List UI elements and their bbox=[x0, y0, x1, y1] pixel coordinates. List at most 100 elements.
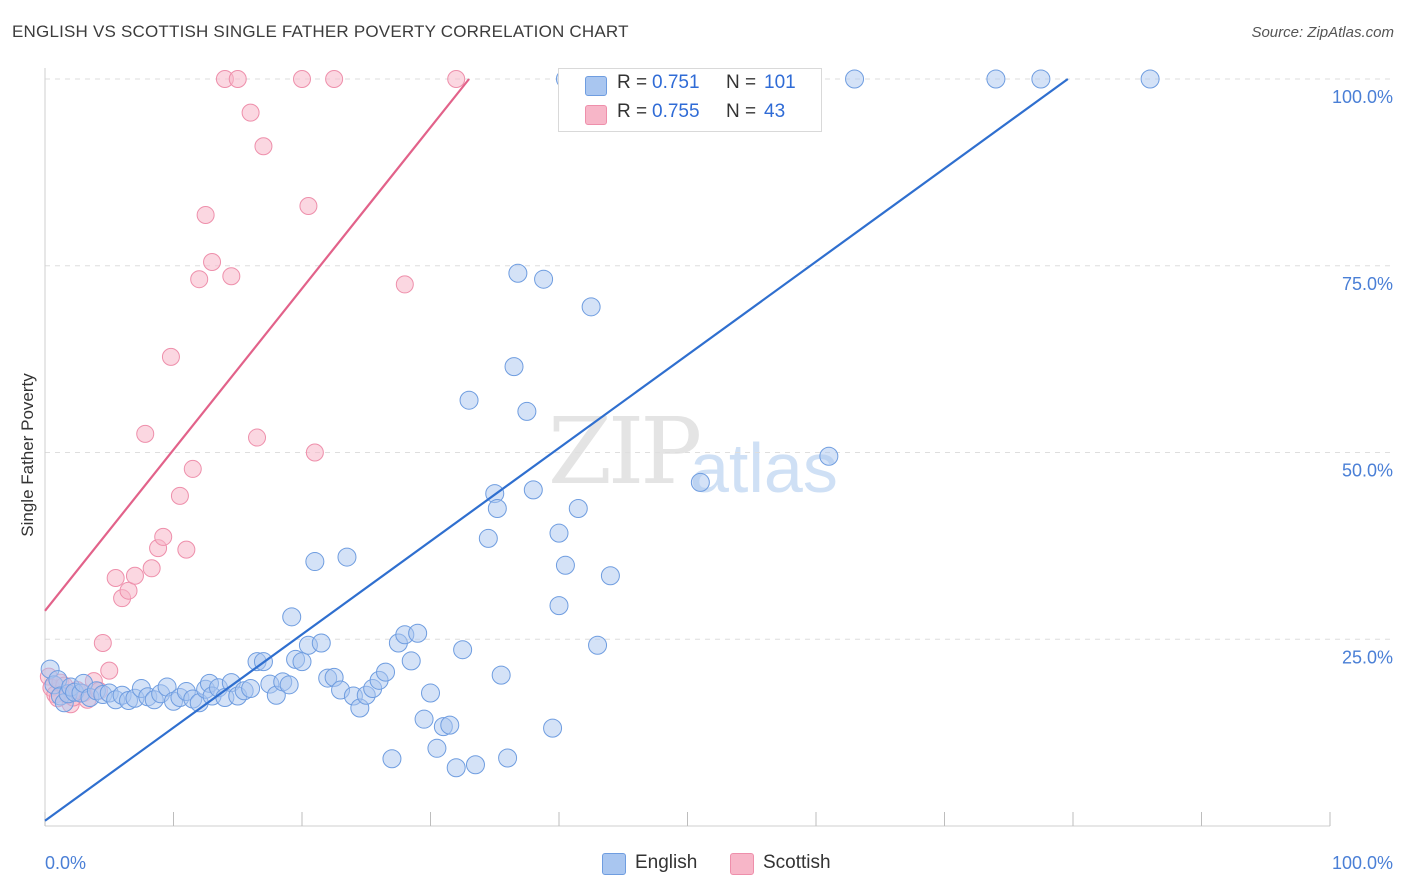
english-point bbox=[376, 662, 396, 682]
english-trend-line bbox=[44, 78, 1069, 822]
scottish-point bbox=[203, 253, 222, 272]
scottish-point bbox=[305, 443, 324, 462]
english-point bbox=[427, 738, 447, 758]
scottish-point bbox=[142, 559, 161, 578]
english-point bbox=[819, 446, 839, 466]
y-tick-label: 75.0% bbox=[1342, 274, 1393, 294]
scottish-points bbox=[39, 70, 466, 714]
scottish-point bbox=[183, 459, 202, 478]
scottish-point bbox=[254, 137, 273, 156]
english-point bbox=[1031, 69, 1051, 89]
scottish-n-value: 43 bbox=[764, 101, 786, 122]
english-point bbox=[311, 633, 331, 653]
english-point bbox=[581, 297, 601, 317]
english-point bbox=[414, 709, 434, 729]
english-swatch bbox=[585, 76, 607, 96]
scottish-point bbox=[125, 566, 144, 585]
english-point bbox=[543, 718, 563, 738]
scottish-point bbox=[93, 633, 112, 652]
english-point bbox=[504, 357, 524, 377]
english-point bbox=[453, 640, 473, 660]
english-point bbox=[508, 263, 528, 283]
english-legend-swatch bbox=[602, 853, 626, 875]
scottish-point bbox=[170, 486, 189, 505]
english-n-value: 101 bbox=[764, 72, 796, 93]
english-point bbox=[523, 480, 543, 500]
scottish-r-value: 0.755 bbox=[652, 101, 700, 122]
trend-lines bbox=[44, 78, 1069, 822]
x-tick-label: 100.0% bbox=[1332, 853, 1393, 873]
scottish-point bbox=[228, 70, 247, 88]
gridlines bbox=[45, 78, 1395, 640]
scottish-point bbox=[447, 70, 466, 88]
scottish-point bbox=[395, 275, 414, 294]
scottish-n-label: N = bbox=[726, 101, 757, 122]
english-point bbox=[568, 499, 588, 519]
scottish-point bbox=[106, 568, 125, 587]
english-point bbox=[986, 69, 1006, 89]
scottish-point bbox=[299, 196, 318, 215]
watermark-zip: ZIP bbox=[548, 398, 702, 505]
scottish-point bbox=[325, 70, 344, 88]
english-n-label: N = bbox=[726, 72, 757, 93]
english-point bbox=[555, 555, 575, 575]
english-r-label: R = bbox=[617, 72, 648, 93]
chart-title: ENGLISH VS SCOTTISH SINGLE FATHER POVERT… bbox=[12, 22, 629, 41]
scottish-point bbox=[241, 103, 260, 122]
scottish-point bbox=[161, 347, 180, 366]
english-point bbox=[305, 552, 325, 572]
english-points bbox=[40, 69, 1160, 778]
axes bbox=[44, 68, 1331, 827]
legend-row-english: R = 0.751 N = 101 bbox=[559, 72, 821, 100]
english-point bbox=[487, 499, 507, 519]
scottish-point bbox=[196, 205, 215, 224]
scottish-swatch bbox=[585, 105, 607, 125]
y-tick-label: 100.0% bbox=[1332, 87, 1393, 107]
english-point bbox=[459, 390, 479, 410]
english-point bbox=[337, 547, 357, 567]
english-point bbox=[382, 749, 402, 769]
english-point bbox=[241, 679, 261, 699]
english-point bbox=[600, 566, 620, 586]
english-point bbox=[690, 472, 710, 492]
scottish-point bbox=[136, 424, 155, 443]
scottish-point bbox=[119, 581, 138, 600]
x-tick-label: 0.0% bbox=[45, 853, 86, 873]
english-point bbox=[421, 683, 440, 703]
scottish-point bbox=[100, 661, 119, 680]
scottish-point bbox=[177, 540, 196, 559]
scottish-legend-label: Scottish bbox=[763, 852, 831, 873]
english-legend-label: English bbox=[635, 852, 698, 873]
english-point bbox=[491, 665, 511, 685]
scottish-point bbox=[248, 428, 267, 447]
english-point bbox=[465, 755, 485, 775]
y-tick-label: 25.0% bbox=[1342, 647, 1393, 667]
y-tick-label: 50.0% bbox=[1342, 461, 1393, 481]
correlation-legend: R = 0.751 N = 101 R = 0.755 N = 43 bbox=[558, 68, 822, 132]
english-point bbox=[408, 623, 428, 643]
english-point bbox=[1140, 69, 1160, 89]
english-point bbox=[588, 635, 608, 655]
english-point bbox=[440, 715, 460, 735]
scottish-legend-swatch bbox=[730, 853, 754, 875]
scottish-point bbox=[190, 270, 209, 289]
english-point bbox=[498, 748, 518, 768]
watermark-atlas: atlas bbox=[690, 429, 838, 507]
english-point bbox=[845, 69, 865, 89]
english-point bbox=[478, 528, 498, 548]
english-point bbox=[282, 607, 302, 627]
source-credit: Source: ZipAtlas.com bbox=[1251, 24, 1394, 41]
tick-labels: 25.0% 50.0% 75.0% 100.0% 0.0% 100.0% bbox=[45, 87, 1393, 873]
english-point bbox=[292, 652, 312, 672]
english-point bbox=[517, 401, 537, 421]
scottish-r-label: R = bbox=[617, 101, 648, 122]
scottish-point bbox=[222, 267, 241, 286]
scottish-point bbox=[154, 527, 173, 546]
english-point bbox=[549, 523, 569, 543]
scottish-point bbox=[293, 70, 311, 88]
english-point bbox=[279, 675, 299, 695]
english-r-value: 0.751 bbox=[652, 72, 700, 93]
english-point bbox=[549, 596, 569, 616]
english-point bbox=[446, 758, 466, 778]
